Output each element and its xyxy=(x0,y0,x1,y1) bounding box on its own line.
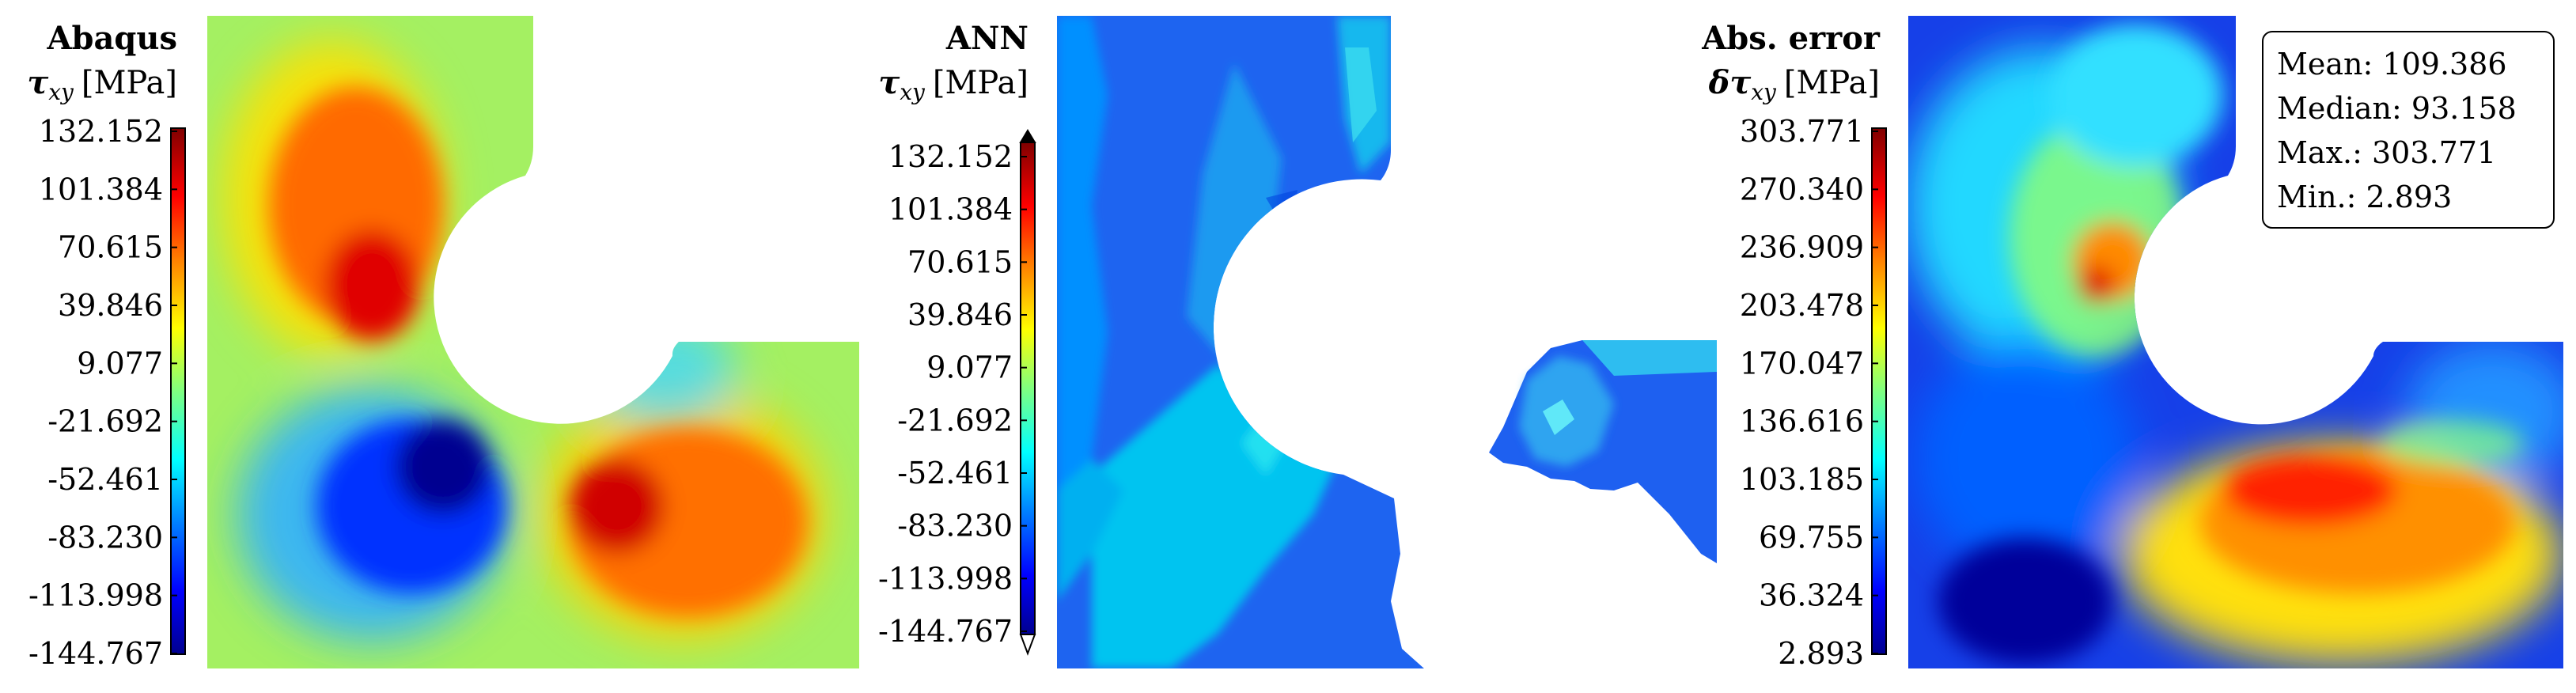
stats-median: Median: 93.158 xyxy=(2277,91,2517,126)
colorbar-tick-label: 39.846 xyxy=(58,288,163,323)
error-quantity-sub: xy xyxy=(1751,79,1777,105)
stats-mean: Mean: 109.386 xyxy=(2277,47,2507,81)
colorbar-tick-label: 36.324 xyxy=(1759,578,1864,613)
ann-colorbar-ticks: 132.152 101.384 70.615 39.846 9.077 -21.692 -5… xyxy=(878,139,1027,649)
colorbar-tick-label: 69.755 xyxy=(1759,520,1864,555)
colorbar-tick-label: 136.616 xyxy=(1740,404,1864,439)
colorbar-tick-label: 270.340 xyxy=(1740,172,1864,206)
colorbar-tick-label: 70.615 xyxy=(907,244,1013,279)
ann-quantity-symbol: τ xyxy=(878,64,900,101)
ann-detached-fragment xyxy=(1489,340,1717,563)
ann-title: ANN xyxy=(945,20,1029,57)
colorbar-tick-label: -21.692 xyxy=(897,403,1013,437)
colorbar-tick-label: -52.461 xyxy=(897,456,1013,490)
abaqus-title: Abaqus xyxy=(47,20,178,57)
error-colorbar xyxy=(1871,127,1887,655)
colorbar-tick-label: 70.615 xyxy=(58,230,163,265)
colorbar-tick-label: 236.909 xyxy=(1740,230,1864,265)
error-panel: Abs. error δτxy [MPa] 303.771 270.340 236.9… xyxy=(1701,16,2563,671)
colorbar-tick-label: -144.767 xyxy=(878,614,1013,649)
abaqus-field xyxy=(207,16,859,668)
ann-colorbar-bottom-extension xyxy=(1019,634,1036,656)
colorbar-tick-label: 2.893 xyxy=(1778,636,1864,671)
abaqus-colorbar-ticks: 132.152 101.384 70.615 39.846 9.077 -21.692 -5… xyxy=(28,114,177,671)
colorbar-tick-label: -83.230 xyxy=(47,520,163,555)
ann-quantity-sub: xy xyxy=(900,79,926,105)
colorbar-tick-label: 132.152 xyxy=(39,114,163,149)
error-colorbar-ticks: 303.771 270.340 236.909 203.478 170.047 136.6… xyxy=(1740,114,1878,671)
colorbar-tick-label: -113.998 xyxy=(878,561,1013,596)
colorbar-tick-label: -83.230 xyxy=(897,509,1013,543)
abaqus-quantity-sub: xy xyxy=(48,79,74,105)
colorbar-tick-label: 132.152 xyxy=(888,139,1013,174)
colorbar-tick-label: 9.077 xyxy=(77,346,163,381)
colorbar-tick-label: -113.998 xyxy=(28,578,163,613)
abaqus-quantity-label: τxy [MPa] xyxy=(27,64,177,105)
abaqus-colorbar xyxy=(170,127,186,655)
colorbar-tick-label: 203.478 xyxy=(1740,288,1864,323)
colorbar-tick-label: 170.047 xyxy=(1740,346,1864,381)
ann-colorbar-top-extension xyxy=(1019,129,1036,143)
ann-panel: ANN τxy [MPa] 132.152 101.384 70.615 39.846 9… xyxy=(878,16,1717,668)
ann-field xyxy=(1057,16,1424,668)
colorbar-tick-label: 101.384 xyxy=(888,192,1013,227)
colorbar-tick-label: -52.461 xyxy=(47,462,163,497)
stats-max: Max.: 303.771 xyxy=(2277,135,2496,170)
colorbar-tick-label: 101.384 xyxy=(39,172,163,206)
abaqus-quantity-symbol: τ xyxy=(27,64,48,101)
colorbar-tick-label: -21.692 xyxy=(47,404,163,439)
colorbar-tick-label: 39.846 xyxy=(907,297,1013,332)
ann-quantity-label: τxy [MPa] xyxy=(878,64,1029,105)
abaqus-panel: Abaqus τxy [MPa] 132.152 101.384 70.615 39.8… xyxy=(27,16,859,671)
error-quantity-symbol: δτ xyxy=(1708,64,1752,101)
colorbar-tick-label: 9.077 xyxy=(926,350,1013,385)
error-quantity-label: δτxy [MPa] xyxy=(1708,64,1880,105)
abaqus-unit: [MPa] xyxy=(81,65,177,101)
stats-box xyxy=(2262,31,2555,229)
colorbar-tick-label: 103.185 xyxy=(1740,462,1864,497)
colorbar-tick-label: 303.771 xyxy=(1740,114,1864,149)
error-unit: [MPa] xyxy=(1784,65,1880,101)
colorbar-tick-label: -144.767 xyxy=(28,636,163,671)
ann-colorbar xyxy=(1020,142,1036,635)
stats-min: Min.: 2.893 xyxy=(2277,180,2452,214)
ann-unit: [MPa] xyxy=(933,65,1029,101)
error-title: Abs. error xyxy=(1701,20,1881,57)
